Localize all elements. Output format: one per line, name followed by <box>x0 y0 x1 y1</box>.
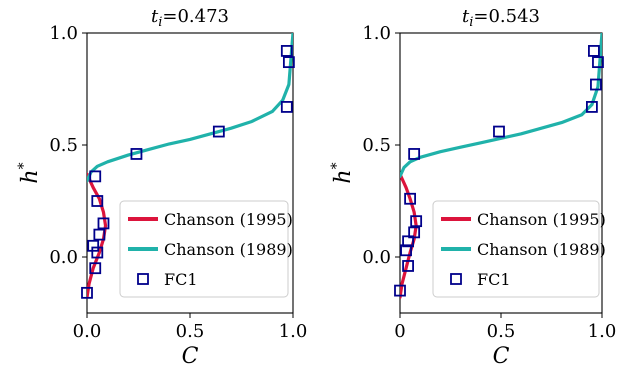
legend-label: Chanson (1995) <box>477 210 606 229</box>
series-line-chanson-1989- <box>400 33 602 178</box>
data-point-fc1 <box>404 192 417 205</box>
x-tick-label: 0.0 <box>73 321 102 342</box>
y-tick-label: 0.5 <box>362 135 391 156</box>
data-point-fc1 <box>586 101 598 113</box>
legend-box <box>119 200 289 298</box>
data-point-fc1 <box>89 170 102 183</box>
legend-swatch-marker <box>137 273 149 285</box>
data-point-fc1 <box>280 101 293 113</box>
legend-label: Chanson (1989) <box>164 240 293 259</box>
data-point-fc1 <box>592 56 604 69</box>
data-point-fc1 <box>91 195 104 207</box>
data-point-fc1 <box>97 217 110 230</box>
series-line-chanson-1989- <box>87 33 293 183</box>
y-tick-label: 0.0 <box>362 247 391 268</box>
chart-title: ti=0.543 <box>462 6 540 30</box>
y-axis-label: h* <box>16 162 43 183</box>
data-point-fc1 <box>89 262 102 275</box>
x-tick-label: 0 <box>394 321 405 342</box>
data-point-fc1 <box>408 148 421 160</box>
series-line-chanson-1995- <box>87 172 108 299</box>
chart-panel-1: ti=0.473 0.0 0.5 1.0 0.0 0.5 1.0 Ch* Chanson (19… <box>16 6 307 369</box>
chart-panel-2: ti=0.543 0 0.5 1.0 0.0 0.5 1.0 Ch* Chanson (1995… <box>329 6 616 369</box>
legend-label: FC1 <box>477 270 511 289</box>
x-tick-label: 1.0 <box>279 321 308 342</box>
legend-label: Chanson (1989) <box>477 240 606 259</box>
y-tick-label: 0.5 <box>49 135 78 156</box>
y-tick-label: 1.0 <box>49 23 78 44</box>
y-tick-label: 0.0 <box>49 247 78 268</box>
data-point-fc1 <box>280 45 293 57</box>
data-point-fc1 <box>81 286 93 299</box>
data-point-fc1 <box>588 45 600 57</box>
data-point-fc1 <box>402 235 414 248</box>
data-point-fc1 <box>402 260 414 272</box>
data-point-fc1 <box>590 78 602 91</box>
x-tick-label: 0.5 <box>176 321 205 342</box>
legend-label: Chanson (1995) <box>164 210 293 229</box>
x-axis-label: C <box>493 344 510 369</box>
y-axis-label: h* <box>329 162 356 183</box>
data-point-fc1 <box>282 56 295 69</box>
legend-box <box>432 200 600 298</box>
x-axis-label: C <box>182 344 199 369</box>
chart-title: ti=0.473 <box>151 6 229 30</box>
data-point-fc1 <box>408 226 421 239</box>
data-point-fc1 <box>212 125 225 138</box>
legend-swatch-marker <box>450 273 462 285</box>
x-tick-label: 1.0 <box>588 321 617 342</box>
y-tick-label: 1.0 <box>362 23 391 44</box>
data-point-fc1 <box>410 215 423 228</box>
data-point-fc1 <box>493 125 505 138</box>
data-point-fc1 <box>130 148 143 160</box>
data-point-fc1 <box>91 246 104 259</box>
data-point-fc1 <box>400 244 412 257</box>
x-tick-label: 0.5 <box>487 321 516 342</box>
data-point-fc1 <box>93 228 106 241</box>
data-point-fc1 <box>394 284 406 297</box>
legend-label: FC1 <box>164 270 198 289</box>
